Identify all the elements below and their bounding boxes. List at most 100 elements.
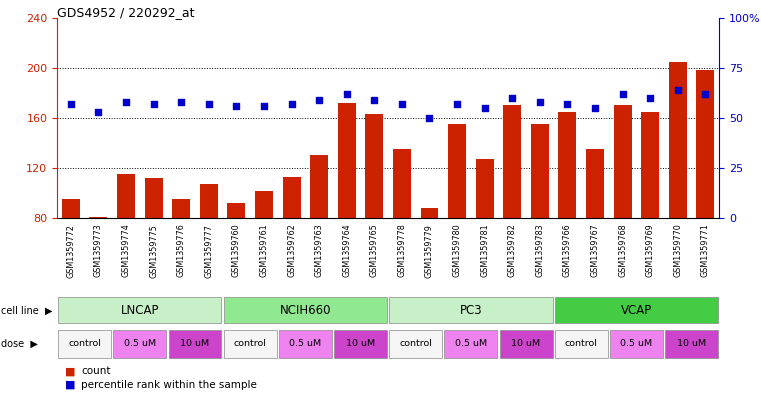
- Bar: [555, 330, 608, 358]
- Text: dose  ▶: dose ▶: [1, 339, 37, 349]
- Bar: [58, 297, 221, 323]
- Text: GSM1359783: GSM1359783: [535, 224, 544, 277]
- Bar: [665, 330, 718, 358]
- Bar: [224, 330, 277, 358]
- Text: 0.5 uM: 0.5 uM: [455, 340, 487, 348]
- Point: [589, 105, 601, 111]
- Text: 0.5 uM: 0.5 uM: [289, 340, 321, 348]
- Bar: [113, 330, 167, 358]
- Bar: [613, 105, 632, 318]
- Text: GSM1359775: GSM1359775: [149, 224, 158, 277]
- Text: GSM1359761: GSM1359761: [260, 224, 269, 277]
- Bar: [669, 62, 686, 318]
- Text: 0.5 uM: 0.5 uM: [124, 340, 156, 348]
- Bar: [200, 184, 218, 318]
- Text: GDS4952 / 220292_at: GDS4952 / 220292_at: [57, 6, 195, 19]
- Point: [616, 91, 629, 97]
- Text: GSM1359776: GSM1359776: [177, 224, 186, 277]
- Bar: [586, 149, 604, 318]
- Text: GSM1359763: GSM1359763: [314, 224, 323, 277]
- Text: cell line  ▶: cell line ▶: [1, 305, 53, 315]
- Bar: [555, 297, 718, 323]
- Text: GSM1359760: GSM1359760: [232, 224, 241, 277]
- Bar: [172, 199, 190, 318]
- Bar: [610, 330, 663, 358]
- Text: 10 uM: 10 uM: [346, 340, 375, 348]
- Bar: [338, 103, 355, 318]
- Bar: [279, 330, 332, 358]
- Point: [699, 91, 712, 97]
- Bar: [168, 330, 221, 358]
- Bar: [393, 149, 411, 318]
- Point: [423, 115, 435, 121]
- Point: [120, 99, 132, 105]
- Bar: [224, 297, 387, 323]
- Text: GSM1359770: GSM1359770: [673, 224, 683, 277]
- Point: [533, 99, 546, 105]
- Bar: [444, 330, 498, 358]
- Point: [313, 97, 325, 103]
- Bar: [421, 208, 438, 318]
- Bar: [642, 112, 659, 318]
- Point: [451, 101, 463, 107]
- Bar: [62, 199, 80, 318]
- Text: GSM1359780: GSM1359780: [453, 224, 462, 277]
- Text: control: control: [565, 340, 597, 348]
- Point: [148, 101, 160, 107]
- Point: [644, 95, 656, 101]
- Bar: [389, 297, 552, 323]
- Text: GSM1359766: GSM1359766: [563, 224, 572, 277]
- Point: [258, 103, 270, 109]
- Point: [231, 103, 243, 109]
- Text: GSM1359767: GSM1359767: [591, 224, 600, 277]
- Text: 10 uM: 10 uM: [677, 340, 706, 348]
- Point: [506, 95, 518, 101]
- Text: GSM1359771: GSM1359771: [701, 224, 710, 277]
- Bar: [58, 330, 111, 358]
- Bar: [499, 330, 552, 358]
- Bar: [90, 217, 107, 318]
- Bar: [531, 124, 549, 318]
- Text: PC3: PC3: [460, 304, 482, 317]
- Point: [65, 101, 77, 107]
- Text: ■: ■: [65, 366, 75, 376]
- Bar: [389, 330, 442, 358]
- Bar: [696, 70, 715, 318]
- Bar: [503, 105, 521, 318]
- Point: [285, 101, 298, 107]
- Point: [562, 101, 574, 107]
- Point: [479, 105, 491, 111]
- Bar: [476, 159, 494, 318]
- Text: GSM1359779: GSM1359779: [425, 224, 434, 277]
- Text: 10 uM: 10 uM: [511, 340, 540, 348]
- Text: GSM1359765: GSM1359765: [370, 224, 379, 277]
- Text: GSM1359772: GSM1359772: [66, 224, 75, 277]
- Bar: [228, 203, 245, 318]
- Bar: [334, 330, 387, 358]
- Text: percentile rank within the sample: percentile rank within the sample: [81, 380, 257, 390]
- Text: VCAP: VCAP: [621, 304, 652, 317]
- Text: control: control: [68, 340, 101, 348]
- Bar: [365, 114, 384, 318]
- Point: [175, 99, 187, 105]
- Bar: [145, 178, 163, 318]
- Text: GSM1359782: GSM1359782: [508, 224, 517, 277]
- Bar: [282, 177, 301, 318]
- Point: [368, 97, 380, 103]
- Text: GSM1359768: GSM1359768: [618, 224, 627, 277]
- Text: GSM1359778: GSM1359778: [397, 224, 406, 277]
- Bar: [448, 124, 466, 318]
- Text: ■: ■: [65, 380, 75, 390]
- Text: GSM1359774: GSM1359774: [122, 224, 131, 277]
- Text: GSM1359773: GSM1359773: [94, 224, 103, 277]
- Point: [92, 109, 104, 115]
- Bar: [255, 191, 273, 318]
- Text: control: control: [400, 340, 432, 348]
- Text: GSM1359777: GSM1359777: [204, 224, 213, 277]
- Bar: [559, 112, 576, 318]
- Text: NCIH660: NCIH660: [279, 304, 331, 317]
- Text: count: count: [81, 366, 111, 376]
- Text: GSM1359764: GSM1359764: [342, 224, 352, 277]
- Point: [672, 87, 684, 93]
- Bar: [310, 156, 328, 318]
